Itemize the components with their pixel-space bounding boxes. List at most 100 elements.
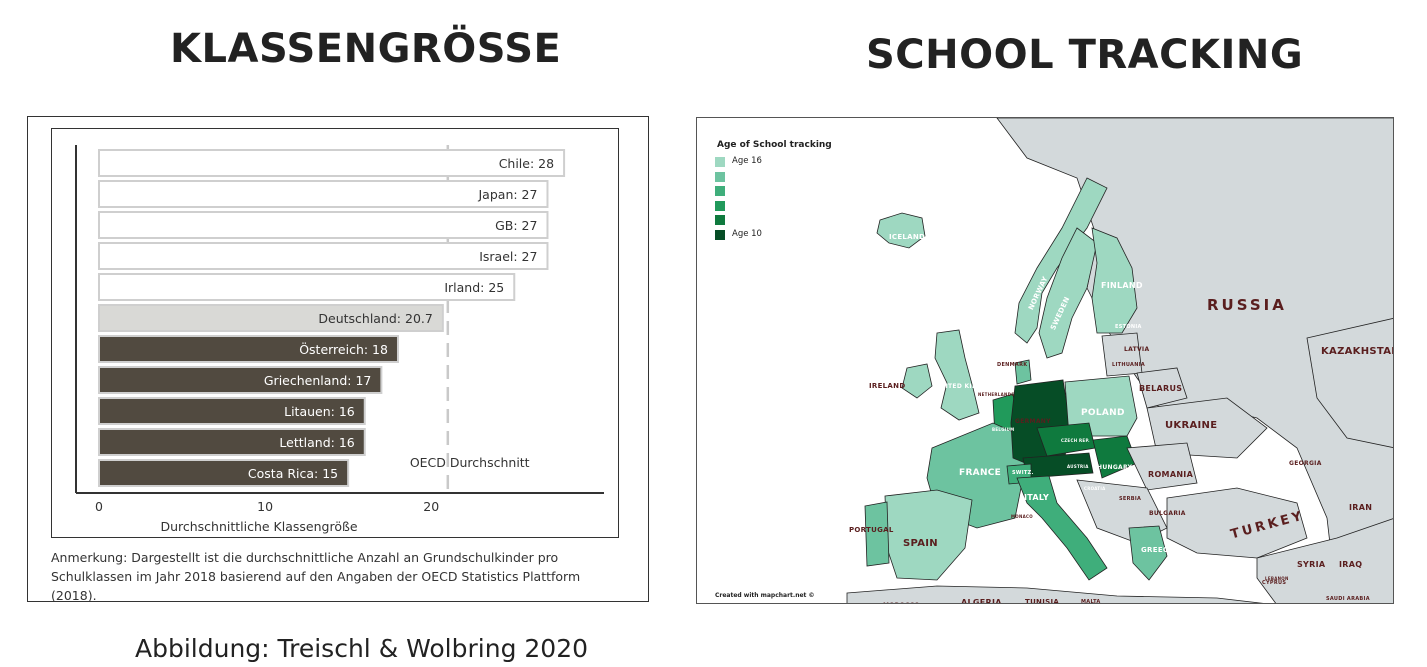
- region-belarus: [1136, 367, 1188, 409]
- bar-label: Österreich: 18: [299, 341, 388, 357]
- country-label: PORTUGAL: [849, 526, 894, 534]
- country-label: ICELAND: [889, 233, 926, 241]
- country-label: SAUDI ARABIA: [1326, 596, 1370, 602]
- x-tick-label: 0: [95, 499, 103, 514]
- legend-item: [715, 171, 835, 183]
- bar: [98, 366, 383, 394]
- chart-frame: Chile: 28 Japan: 27 GB: 27 Israel: 27 Irland…: [51, 128, 619, 538]
- bar-label: Litauen: 16: [284, 404, 355, 419]
- chart-note: Anmerkung: Dargestellt ist die durchschn…: [51, 550, 581, 603]
- country-label: SWITZ.: [1012, 470, 1034, 476]
- country-label: UKRAINE: [1165, 420, 1218, 431]
- region-finland: [1091, 227, 1138, 334]
- legend-label: Age 16: [732, 156, 762, 166]
- region-greece: [1128, 525, 1168, 581]
- country-label: LATVIA: [1124, 346, 1150, 353]
- country-label: BELGIUM: [992, 427, 1015, 432]
- country-label: SPAIN: [903, 538, 938, 549]
- country-label: GERMANY: [1015, 418, 1051, 425]
- x-tick-label: 20: [423, 499, 439, 514]
- country-label: MALTA: [1081, 599, 1101, 604]
- left-title: KLASSENGRÖSSE: [170, 26, 562, 72]
- bar-chart: Chile: 28 Japan: 27 GB: 27 Israel: 27 Irland…: [75, 145, 604, 534]
- bar: [98, 397, 366, 425]
- legend-title: Age of School tracking: [717, 140, 832, 150]
- region-turkey: [1166, 487, 1308, 559]
- country-label: MOROCCO: [883, 602, 920, 603]
- country-label: AUSTRIA: [1067, 464, 1089, 469]
- region-iceland: [876, 212, 926, 249]
- country-label: UNITED KINGDOM: [935, 383, 1000, 390]
- region-denmark: [1014, 359, 1032, 385]
- region-kazakhstan: [1306, 318, 1393, 448]
- legend-item: Age 10: [715, 229, 835, 241]
- region-romania: [1126, 442, 1198, 491]
- country-label: DENMARK: [997, 362, 1028, 368]
- country-label: FINLAND: [1101, 281, 1143, 290]
- region-baltics: [1101, 332, 1143, 377]
- country-label: LEBANON: [1265, 576, 1289, 581]
- europe-map: [697, 118, 1393, 603]
- bar-label: Japan: 27: [478, 187, 538, 202]
- region-ireland: [901, 363, 933, 399]
- country-label: GREECE: [1141, 546, 1174, 554]
- bar: [98, 428, 366, 456]
- country-label: IRELAND: [869, 382, 906, 390]
- bar: [98, 459, 350, 487]
- country-label: IRAN: [1349, 503, 1373, 512]
- legend-swatch: [715, 186, 725, 196]
- legend-swatch: [715, 157, 725, 167]
- bar: [98, 211, 549, 239]
- country-label: TUNISIA: [1025, 598, 1060, 604]
- country-label: NETHERLANDS: [978, 392, 1015, 397]
- country-label: CZECH REP.: [1061, 438, 1090, 443]
- class-size-chart-panel: Chile: 28 Japan: 27 GB: 27 Israel: 27 Irland…: [27, 116, 649, 603]
- bar: [98, 335, 399, 363]
- country-label: MONACO: [1011, 514, 1033, 519]
- figure-caption: Abbildung: Treischl & Wolbring 2020: [135, 634, 589, 663]
- country-label: ALGERIA: [961, 598, 1002, 604]
- country-label: POLAND: [1081, 408, 1125, 418]
- bar-label: Lettland: 16: [279, 435, 354, 450]
- x-tick-label: 10: [257, 499, 273, 514]
- country-label: CYPRUS: [1262, 580, 1287, 586]
- country-label: ITALY: [1024, 493, 1050, 502]
- legend-swatch: [715, 229, 725, 240]
- country-label: FRANCE: [959, 468, 1002, 478]
- bar-label: Costa Rica: 15: [248, 466, 338, 481]
- region-uk: [934, 329, 980, 421]
- right-title: SCHOOL TRACKING: [866, 32, 1304, 78]
- bar: [98, 180, 549, 208]
- legend-item: [715, 214, 835, 226]
- country-label: RUSSIA: [1207, 296, 1287, 314]
- region-sweden: [1038, 227, 1098, 359]
- bar: [98, 149, 566, 177]
- country-label: ESTONIA: [1115, 324, 1142, 330]
- bar-label: Chile: 28: [499, 156, 554, 171]
- map-credit: Created with mapchart.net ©: [715, 592, 815, 599]
- country-label: GEORGIA: [1289, 460, 1322, 467]
- legend-item: Age 16: [715, 156, 835, 168]
- legend-item: [715, 200, 835, 212]
- country-label: BULGARIA: [1149, 510, 1186, 517]
- bar: [98, 273, 516, 301]
- country-label: BELARUS: [1139, 384, 1183, 393]
- country-label: SYRIA: [1297, 560, 1326, 569]
- oecd-reference-label: OECD Durchschnitt: [410, 455, 530, 470]
- legend-item: [715, 185, 835, 197]
- country-label: ROMANIA: [1148, 470, 1194, 479]
- region-portugal: [864, 501, 890, 567]
- region-italy: [1016, 475, 1108, 581]
- bar-label: Israel: 27: [479, 249, 537, 264]
- region-middle-east: [1256, 518, 1393, 603]
- school-tracking-map: Age of School tracking Age 16 Age 10 ICEL…: [696, 117, 1394, 604]
- legend-swatch: [715, 215, 725, 225]
- country-label: LITHUANIA: [1112, 362, 1146, 368]
- bar: [98, 304, 444, 332]
- legend-swatch: [715, 200, 725, 211]
- bar-label: Irland: 25: [444, 280, 504, 295]
- legend-swatch: [715, 171, 725, 182]
- country-label: IRAQ: [1339, 560, 1363, 569]
- bar-label: Deutschland: 20.7: [318, 311, 432, 326]
- bar-label: Griechenland: 17: [264, 373, 371, 388]
